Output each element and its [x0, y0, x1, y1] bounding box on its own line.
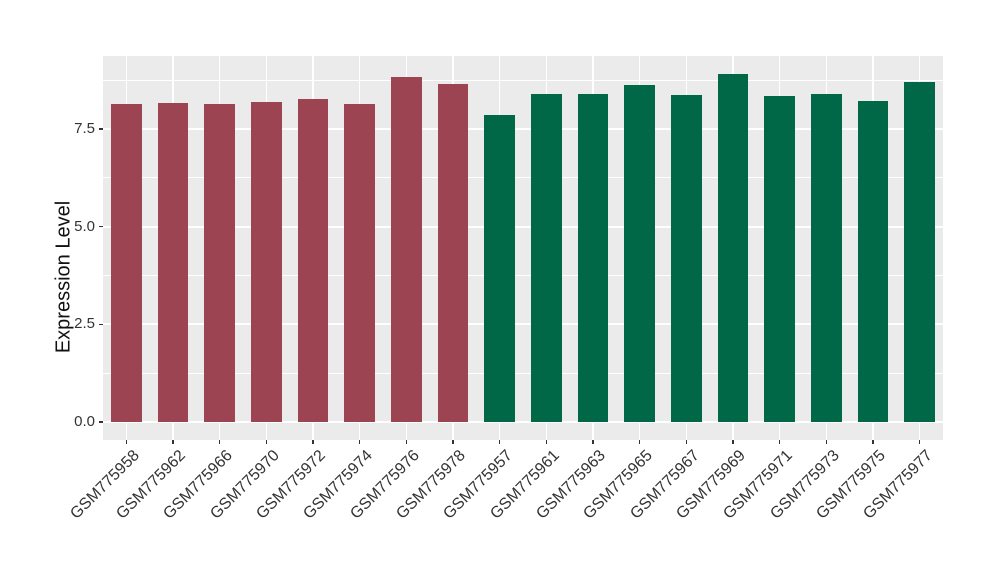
- bar: [344, 103, 376, 423]
- x-tick: [452, 440, 454, 444]
- gridline-major-h: [103, 323, 943, 326]
- x-tick: [498, 440, 501, 444]
- bar: [810, 93, 842, 423]
- x-tick: [592, 440, 594, 444]
- bar: [110, 104, 142, 423]
- bar: [670, 95, 702, 423]
- x-tick: [638, 440, 641, 444]
- bar: [484, 114, 516, 423]
- x-tick: [265, 440, 268, 444]
- x-tick: [172, 440, 174, 444]
- bar: [390, 76, 422, 423]
- x-tick: [918, 440, 921, 444]
- bar: [204, 104, 236, 423]
- bar: [717, 73, 749, 423]
- bar: [250, 102, 282, 423]
- y-tick: [99, 128, 103, 130]
- y-tick: [99, 421, 103, 423]
- x-tick: [778, 440, 781, 444]
- y-tick-label: 0.0: [74, 413, 95, 431]
- gridline-minor-h: [103, 372, 943, 374]
- bar: [904, 82, 936, 423]
- y-tick: [99, 225, 103, 228]
- x-tick: [732, 440, 734, 444]
- bar: [577, 94, 609, 423]
- gridline-minor-h: [103, 79, 943, 81]
- x-tick: [545, 440, 548, 444]
- plot-panel: [103, 56, 943, 440]
- y-tick-label: 5.0: [74, 217, 95, 235]
- bar: [624, 84, 656, 423]
- gridline-major-h: [103, 128, 943, 131]
- bar: [857, 100, 889, 423]
- x-tick: [125, 440, 128, 444]
- bar: [157, 103, 189, 423]
- bar: [297, 98, 329, 423]
- gridline-minor-h: [103, 275, 943, 277]
- gridline-major-h: [103, 225, 943, 228]
- bar: [437, 83, 469, 423]
- gridline-minor-h: [103, 177, 943, 179]
- bar: [530, 94, 562, 423]
- y-tick-label: 7.5: [74, 120, 95, 138]
- bar: [764, 95, 796, 423]
- x-tick: [685, 440, 688, 444]
- x-tick: [872, 440, 874, 444]
- gridline-major-h: [103, 421, 943, 424]
- x-tick: [825, 440, 828, 444]
- x-tick: [312, 440, 314, 444]
- y-tick-label: 2.5: [74, 315, 95, 333]
- x-tick: [358, 440, 361, 444]
- x-tick: [218, 440, 221, 444]
- x-tick: [405, 440, 408, 444]
- y-tick: [99, 323, 103, 326]
